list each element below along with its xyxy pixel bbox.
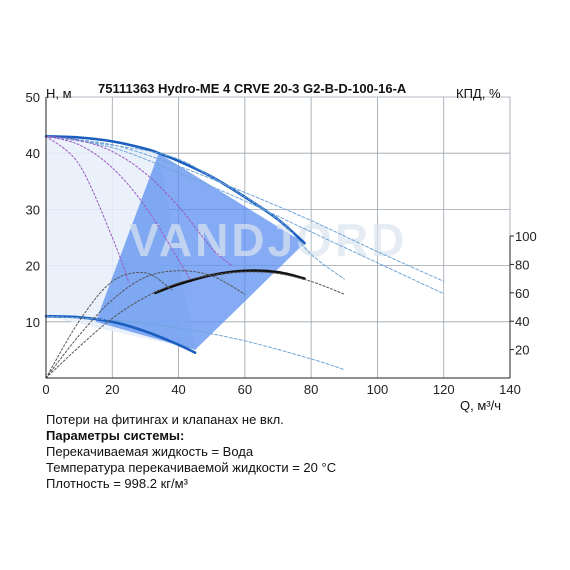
y-tick-label: 20 bbox=[26, 259, 40, 274]
x-tick-label: 120 bbox=[433, 382, 455, 397]
x-axis-label: Q, м³/ч bbox=[460, 398, 501, 413]
curve-min-speed-curve bbox=[44, 314, 197, 354]
note-density: Плотность = 998.2 кг/м³ bbox=[46, 476, 188, 491]
y-tick-label: 50 bbox=[26, 90, 40, 105]
note-liquid: Перекачиваемая жидкость = Вода bbox=[46, 444, 254, 459]
x-tick-label: 40 bbox=[171, 382, 185, 397]
y-tick-label: 40 bbox=[26, 146, 40, 161]
y-axis-label: H, м bbox=[46, 86, 72, 101]
curve-efficiency-curve-1 bbox=[45, 271, 345, 379]
pump-performance-chart: VANDJORD 0 20 40 60 80 100 120 140 10 20 30 40 50 20 4… bbox=[26, 90, 537, 397]
axes: 0 20 40 60 80 100 120 140 10 20 30 40 50 20 40 60 80 100 bbox=[26, 90, 537, 397]
curve-min-speed-curve-extension bbox=[45, 315, 345, 371]
curve-reduced-speed-curve-1 bbox=[45, 135, 233, 267]
y2-tick-label: 80 bbox=[515, 257, 529, 272]
curve-efficiency-best bbox=[154, 269, 306, 295]
curve-extended-curve-2 bbox=[45, 135, 445, 295]
curve-reduced-speed-curve-2 bbox=[45, 135, 193, 283]
note-temperature: Температура перекачиваемой жидкости = 20… bbox=[46, 460, 337, 475]
note-losses: Потери на фитингах и клапанах не вкл. bbox=[46, 412, 284, 427]
x-tick-label: 100 bbox=[367, 382, 389, 397]
curve-efficiency-curve-3 bbox=[45, 272, 173, 379]
notes-block: Потери на фитингах и клапанах не вкл. Па… bbox=[46, 412, 336, 492]
operating-area-fill bbox=[95, 153, 305, 350]
curves bbox=[44, 135, 445, 379]
x-tick-label: 60 bbox=[238, 382, 252, 397]
y-tick-label: 10 bbox=[26, 315, 40, 330]
y2-tick-label: 20 bbox=[515, 343, 529, 358]
x-tick-label: 0 bbox=[42, 382, 49, 397]
operating-area bbox=[46, 136, 305, 350]
y2-axis-label: КПД, % bbox=[456, 86, 501, 101]
notes-heading: Параметры системы: bbox=[46, 428, 185, 443]
curve-extended-curve-1 bbox=[45, 135, 445, 282]
y2-tick-label: 40 bbox=[515, 314, 529, 329]
x-tick-label: 140 bbox=[499, 382, 521, 397]
x-tick-label: 20 bbox=[105, 382, 119, 397]
x-tick-label: 80 bbox=[304, 382, 318, 397]
y2-tick-label: 100 bbox=[515, 229, 537, 244]
y2-tick-label: 60 bbox=[515, 286, 529, 301]
curve-max-speed-curve-extension bbox=[45, 135, 345, 280]
curve-reduced-speed-curve-3 bbox=[45, 135, 130, 283]
curve-efficiency-curve-2 bbox=[45, 270, 246, 379]
y-tick-label: 30 bbox=[26, 202, 40, 217]
vandjord-watermark: VANDJORD bbox=[129, 214, 408, 266]
chart-title: 75111363 Hydro-ME 4 CRVE 20-3 G2-B-D-100… bbox=[98, 81, 407, 96]
